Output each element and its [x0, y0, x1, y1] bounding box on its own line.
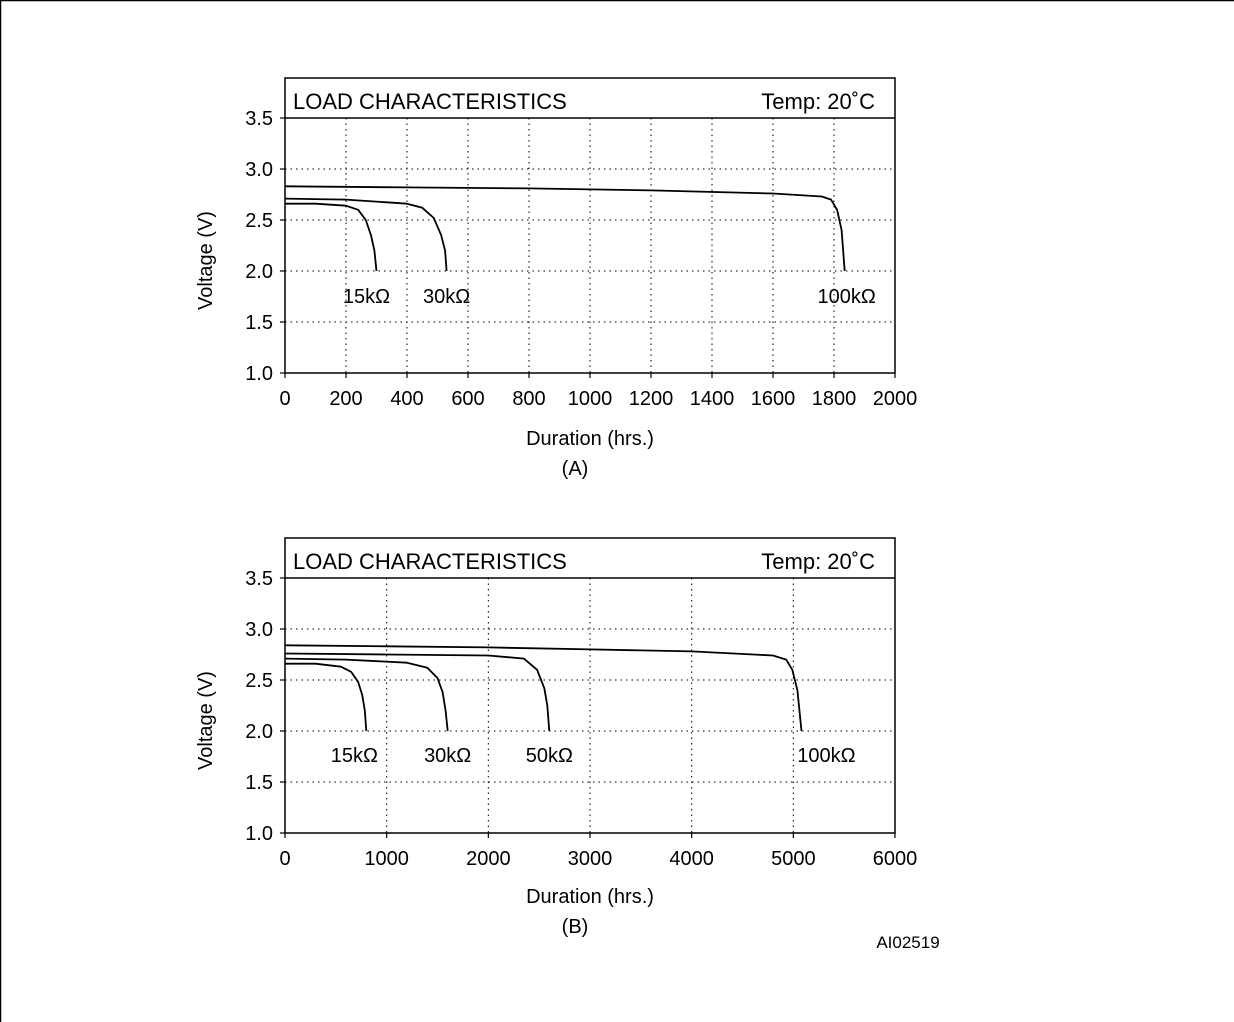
- x-axis-label: Duration (hrs.): [526, 428, 654, 450]
- y-axis-label: Voltage (V): [195, 211, 217, 310]
- x-tick-label: 1200: [629, 388, 674, 410]
- x-tick-label: 400: [390, 388, 423, 410]
- y-tick-label: 1.0: [245, 363, 273, 385]
- x-tick-label: 200: [329, 388, 362, 410]
- y-tick-label: 3.5: [245, 108, 273, 130]
- y-tick-label: 2.0: [245, 261, 273, 283]
- series-label: 50kΩ: [526, 745, 573, 767]
- x-tick-label: 6000: [873, 848, 918, 870]
- x-tick-label: 1000: [364, 848, 409, 870]
- y-tick-label: 2.5: [245, 670, 273, 692]
- x-tick-label: 1600: [751, 388, 796, 410]
- plot-frame: [284, 77, 896, 374]
- series-curve-100kohm: [284, 644, 803, 732]
- chart-title: LOAD CHARACTERISTICS: [293, 89, 567, 114]
- y-tick-label: 2.5: [245, 210, 273, 232]
- x-tick-label: 0: [279, 848, 290, 870]
- series-label: 30kΩ: [424, 745, 471, 767]
- x-tick-label: 0: [279, 388, 290, 410]
- panel-label: (B): [562, 916, 589, 938]
- series-curve-30kohm: [284, 657, 449, 732]
- x-tick-label: 2000: [873, 388, 918, 410]
- series-label: 15kΩ: [331, 745, 378, 767]
- x-tick-label: 800: [512, 388, 545, 410]
- y-tick-label: 3.5: [245, 568, 273, 590]
- series-label: 15kΩ: [343, 286, 390, 308]
- y-tick-label: 1.5: [245, 312, 273, 334]
- temperature-label: Temp: 20˚C: [761, 89, 875, 114]
- series-curve-15kohm: [285, 202, 378, 272]
- panel-label: (A): [562, 458, 589, 480]
- chart-panel-b: LOAD CHARACTERISTICS Temp: 20˚C 0 1000 2000 3…: [195, 537, 918, 938]
- series-label: 30kΩ: [423, 286, 470, 308]
- x-tick-label: 3000: [568, 848, 613, 870]
- series-curve-30kohm: [284, 197, 448, 272]
- x-tick-label: 600: [451, 388, 484, 410]
- chart-title: LOAD CHARACTERISTICS: [293, 549, 567, 574]
- y-tick-label: 2.0: [245, 721, 273, 743]
- x-tick-label: 2000: [466, 848, 511, 870]
- chart-panel-a: LOAD CHARACTERISTICS Temp: 20˚C 0 200 400 600…: [195, 77, 918, 480]
- y-tick-label: 1.0: [245, 823, 273, 845]
- y-axis-label: Voltage (V): [195, 671, 217, 770]
- x-axis-label: Duration (hrs.): [526, 886, 654, 908]
- y-tick-label: 1.5: [245, 772, 273, 794]
- series-curve-50kohm: [284, 652, 551, 732]
- series-curve-100kohm: [284, 185, 846, 272]
- x-tick-label: 1400: [690, 388, 735, 410]
- plot-frame: [284, 537, 896, 834]
- temperature-label: Temp: 20˚C: [761, 549, 875, 574]
- series-label: 100kΩ: [797, 745, 855, 767]
- x-tick-label: 1800: [812, 388, 857, 410]
- series-label: 100kΩ: [818, 286, 876, 308]
- series-curve-15kohm: [285, 662, 368, 732]
- x-tick-label: 5000: [771, 848, 816, 870]
- x-tick-label: 4000: [669, 848, 714, 870]
- x-tick-label: 1000: [568, 388, 613, 410]
- y-tick-label: 3.0: [245, 619, 273, 641]
- y-tick-label: 3.0: [245, 159, 273, 181]
- figure-id-label: AI02519: [876, 933, 939, 952]
